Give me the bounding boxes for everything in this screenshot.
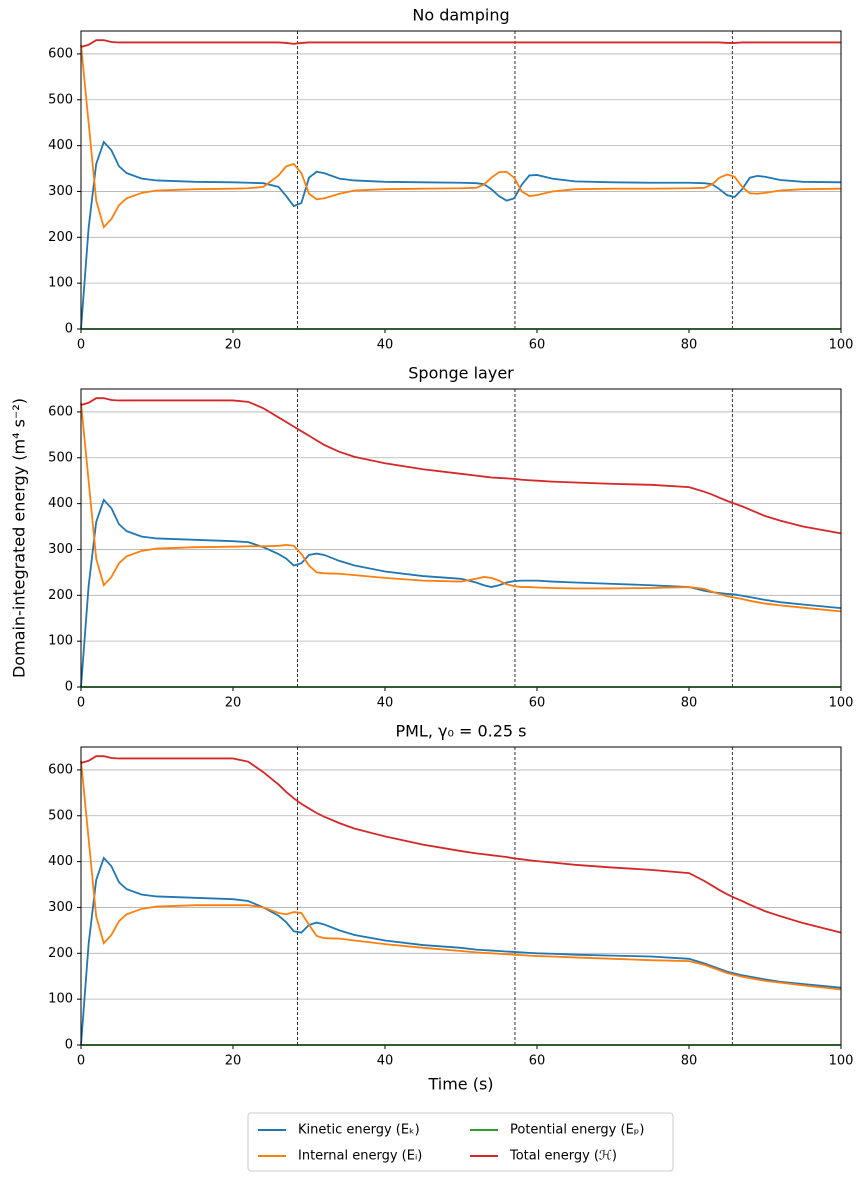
x-tick-label: 60 [529,338,546,353]
y-tick-label: 200 [48,946,73,961]
x-tick-label: 20 [225,1054,242,1069]
x-tick-label: 80 [681,338,698,353]
y-tick-label: 500 [48,92,73,107]
x-tick-label: 40 [377,1054,394,1069]
y-tick-label: 600 [48,404,73,419]
x-tick-label: 60 [529,696,546,711]
x-tick-label: 0 [77,1054,85,1069]
x-tick-label: 80 [681,1054,698,1069]
y-tick-label: 400 [48,138,73,153]
data-line [80,498,842,688]
chart-title: Sponge layer [408,364,514,383]
y-axis-label: Domain-integrated energy (m⁴ s⁻²) [10,398,29,678]
x-tick-label: 0 [77,338,85,353]
legend-label: Total energy (ℋ) [509,1149,617,1164]
y-tick-label: 200 [48,588,73,603]
y-tick-label: 400 [48,854,73,869]
data-line [80,856,842,1046]
y-tick-label: 600 [48,762,73,777]
y-tick-label: 500 [48,450,73,465]
x-axis-label: Time (s) [427,1075,493,1094]
x-tick-label: 100 [829,1054,854,1069]
y-tick-label: 500 [48,808,73,823]
y-tick-label: 0 [65,680,73,695]
plot-frame [80,30,842,330]
y-tick-label: 100 [48,276,73,291]
legend-label: Kinetic energy (Eₖ) [298,1123,420,1138]
chart-title: No damping [412,6,509,25]
y-tick-label: 0 [65,1038,73,1053]
x-tick-label: 100 [829,338,854,353]
legend-box [247,1112,674,1172]
x-tick-label: 20 [225,338,242,353]
x-tick-label: 100 [829,696,854,711]
y-tick-label: 300 [48,900,73,915]
data-line [80,39,841,48]
data-line [80,397,842,535]
legend-label: Potential energy (Eₚ) [510,1123,644,1138]
plot-frame [80,388,842,688]
y-tick-label: 100 [48,992,73,1007]
x-tick-label: 80 [681,696,698,711]
data-line [80,760,842,991]
x-tick-label: 20 [225,696,242,711]
data-line [80,140,842,330]
legend-label: Internal energy (Eᵢ) [298,1149,422,1164]
data-line [80,755,842,934]
plot-frame [80,746,842,1046]
x-tick-label: 0 [77,696,85,711]
y-tick-label: 400 [48,496,73,511]
y-tick-label: 200 [48,230,73,245]
x-tick-label: 40 [377,696,394,711]
data-line [80,402,842,613]
y-tick-label: 0 [65,322,73,337]
y-tick-label: 300 [48,184,73,199]
y-tick-label: 300 [48,542,73,557]
y-tick-label: 600 [48,46,73,61]
data-line [80,44,842,230]
chart-title: PML, γ₀ = 0.25 s [395,722,526,741]
y-tick-label: 100 [48,634,73,649]
x-tick-label: 60 [529,1054,546,1069]
x-tick-label: 40 [377,338,394,353]
